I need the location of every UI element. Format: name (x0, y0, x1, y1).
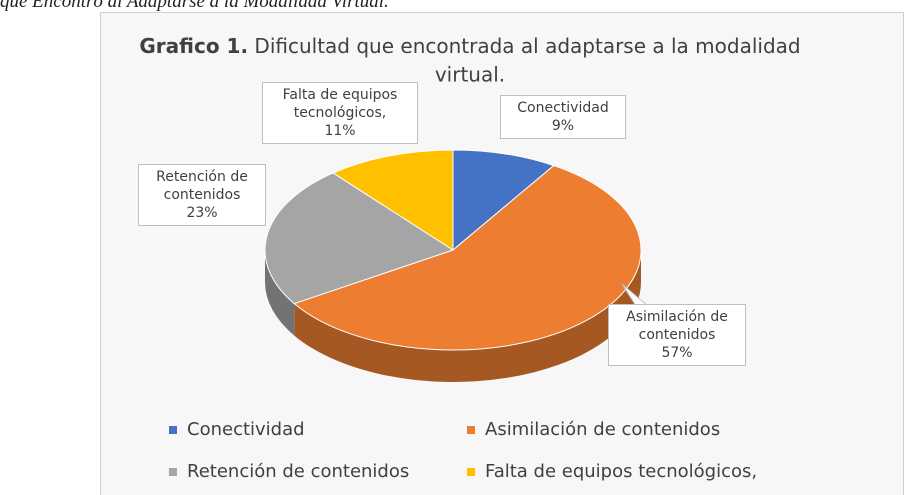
legend-swatch (169, 426, 177, 434)
data-label-name: Retención de contenidos (156, 169, 248, 203)
slice (264, 172, 455, 305)
legend-label: Falta de equipos tecnológicos, (485, 461, 757, 482)
slice (293, 165, 642, 351)
legend-swatch (467, 468, 475, 476)
data-label-value: 57% (661, 345, 693, 361)
slice (332, 149, 454, 251)
slice-side (294, 250, 641, 382)
caption: que Encontró al Adaptarse a la Modalidad… (0, 0, 389, 12)
data-label: Asimilación de contenidos 57% (608, 304, 746, 366)
legend-swatch (169, 468, 177, 476)
legend-label: Asimilación de contenidos (485, 419, 720, 440)
legend-label: Retención de contenidos (187, 461, 409, 482)
slice (452, 149, 555, 252)
data-label-value: 23% (186, 205, 218, 221)
legend-swatch (467, 426, 475, 434)
data-label-value: 11% (324, 123, 356, 139)
chart-title: Grafico 1. Dificultad que encontrada al … (139, 34, 800, 58)
data-label-name: Falta de equipos tecnológicos, (282, 87, 398, 121)
chart-title-line2: virtual. (435, 63, 505, 87)
title-prefix: Grafico 1. (139, 34, 248, 58)
legend-label: Conectividad (187, 419, 305, 440)
slice-side (265, 250, 295, 336)
data-label: Falta de equipos tecnológicos, 11% (262, 82, 418, 144)
data-label: Retención de contenidos 23% (138, 164, 266, 226)
data-label-value: 9% (551, 118, 575, 134)
data-label: Conectividad 9% (500, 95, 626, 139)
title-text: Dificultad que encontrada al adaptarse a… (254, 34, 800, 58)
data-label-name: Conectividad (517, 100, 609, 116)
data-label-name: Asimilación de contenidos (626, 309, 728, 343)
